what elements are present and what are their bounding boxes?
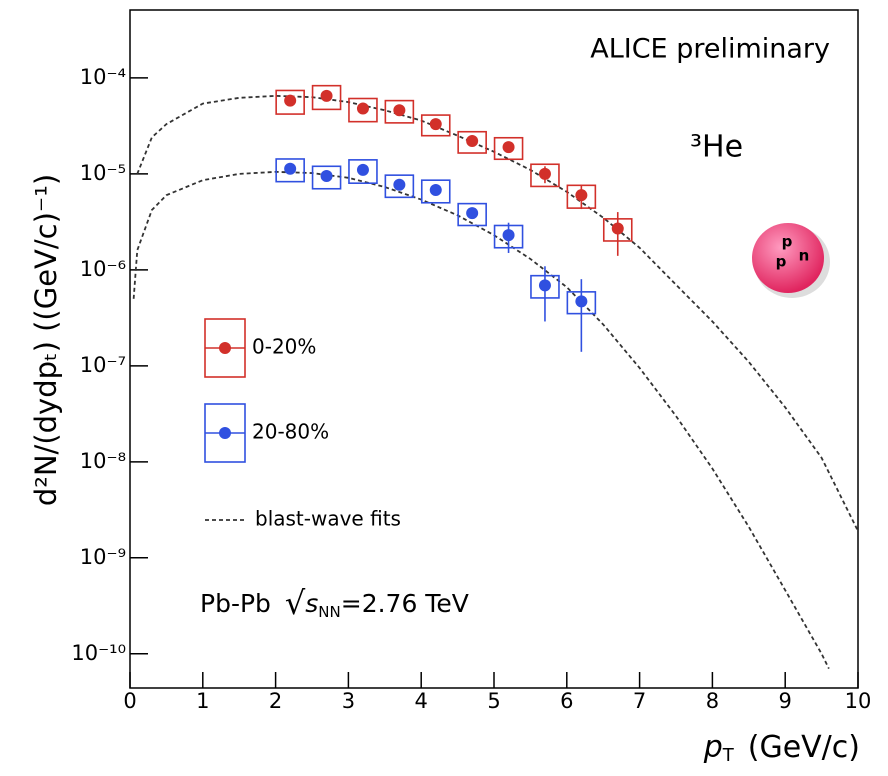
y-tick-label: 10⁻⁹ xyxy=(80,545,126,569)
marker xyxy=(611,222,624,235)
legend-marker xyxy=(219,427,231,439)
marker xyxy=(575,189,588,202)
sys-box xyxy=(384,174,415,199)
marker xyxy=(393,178,406,191)
marker xyxy=(393,104,406,117)
y-tick-label: 10⁻⁵ xyxy=(80,161,126,185)
marker xyxy=(284,162,297,175)
sys-box xyxy=(275,89,305,115)
marker xyxy=(356,163,369,176)
x-tick-label: 5 xyxy=(487,689,500,713)
x-label-unit: (GeV/c) xyxy=(748,730,860,765)
sys-box xyxy=(348,97,378,123)
x-tick-label: 6 xyxy=(560,689,573,713)
annotation: ALICE preliminary xyxy=(590,34,830,65)
y-tick-label: 10⁻⁴ xyxy=(80,65,126,89)
collision-s: s xyxy=(305,589,318,618)
sqrt-symbol: √ xyxy=(285,584,306,622)
nucleus-label: n xyxy=(799,247,810,265)
collision-system: Pb-Pb xyxy=(200,589,271,618)
marker xyxy=(466,135,479,148)
particle: ³He xyxy=(690,130,743,165)
x-tick-label: 4 xyxy=(415,689,428,713)
x-label-main: p xyxy=(703,730,723,765)
sys-box xyxy=(384,99,415,124)
x-label-sub: T xyxy=(722,745,735,766)
y-tick-label: 10⁻¹⁰ xyxy=(71,641,126,665)
nucleus: p p n xyxy=(752,223,830,298)
sys-box xyxy=(420,179,451,204)
legend-marker xyxy=(219,342,231,354)
x-tick-label: 9 xyxy=(779,689,792,713)
marker xyxy=(502,141,515,154)
sys-box xyxy=(457,202,487,227)
legend-label: 20-80% xyxy=(252,420,329,444)
y-tick-label: 10⁻⁶ xyxy=(80,257,126,281)
marker xyxy=(429,183,442,196)
sys-box xyxy=(420,114,451,137)
marker xyxy=(320,170,333,183)
marker xyxy=(466,207,479,220)
legend-label: 0-20% xyxy=(252,335,316,359)
x-tick-label: 7 xyxy=(633,689,646,713)
x-tick-label: 0 xyxy=(123,689,136,713)
x-tick-label: 1 xyxy=(196,689,209,713)
plot-frame xyxy=(129,9,859,689)
marker xyxy=(284,94,297,107)
marker xyxy=(502,229,515,242)
collision-energy: =2.76 TeV xyxy=(341,589,469,618)
x-tick-label: 8 xyxy=(706,689,719,713)
collision-label: Pb-Pb √sNN=2.76 TeV xyxy=(200,584,469,622)
marker xyxy=(575,295,588,308)
marker xyxy=(429,118,442,131)
marker xyxy=(538,167,551,180)
y-tick-label: 10⁻⁷ xyxy=(80,353,126,377)
y-axis-label: d²N/(dydpₜ) ((GeV/c)⁻¹) xyxy=(29,174,63,506)
marker xyxy=(538,279,551,292)
x-tick-label: 10 xyxy=(845,689,872,713)
collision-subscript: NN xyxy=(318,603,340,621)
y-tick-label: 10⁻⁸ xyxy=(80,449,126,473)
sys-box xyxy=(457,130,487,154)
sys-box xyxy=(275,158,305,183)
nucleus-label: p xyxy=(782,233,793,251)
x-tick-label: 2 xyxy=(269,689,282,713)
marker xyxy=(356,102,369,115)
x-axis-label: pT (GeV/c) xyxy=(703,730,860,767)
legend-label: blast-wave fits xyxy=(255,507,401,531)
fit-curve xyxy=(136,94,859,532)
sys-box xyxy=(311,84,342,111)
marker xyxy=(320,89,333,102)
x-tick-label: 3 xyxy=(342,689,355,713)
sys-box xyxy=(311,165,342,190)
nucleus-ball xyxy=(752,223,824,293)
nucleus-label: p xyxy=(776,253,787,271)
sys-box xyxy=(348,159,378,184)
sys-box xyxy=(493,136,524,161)
sys-box xyxy=(530,163,560,188)
